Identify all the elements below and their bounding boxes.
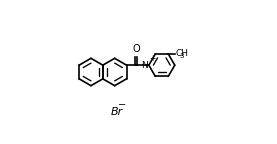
Text: N: N [141, 61, 148, 70]
Text: 3: 3 [179, 53, 184, 59]
Text: CH: CH [176, 49, 189, 58]
Text: Br: Br [111, 107, 123, 117]
Text: +: + [150, 54, 156, 62]
Text: O: O [133, 44, 140, 54]
Text: −: − [118, 100, 126, 110]
